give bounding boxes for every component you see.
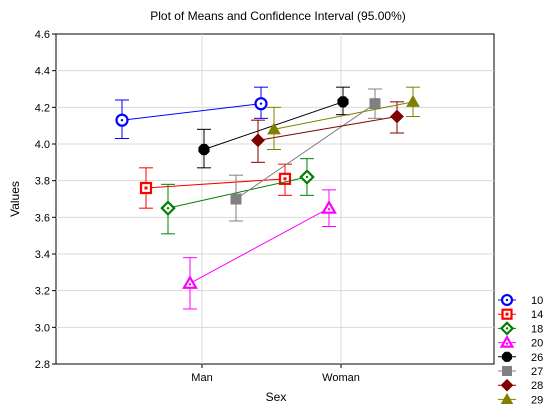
legend-item-18: 18 — [498, 321, 543, 336]
data-point-dot — [327, 207, 331, 211]
legend-label: 20 — [531, 338, 543, 350]
data-point-dot — [188, 283, 192, 286]
y-tick-label: 3.8 — [35, 176, 50, 188]
y-axis-label: Values — [8, 181, 22, 217]
series-27 — [229, 88, 382, 222]
legend-label: 28 — [531, 380, 543, 392]
series-line — [121, 103, 262, 121]
legend-label: 27 — [531, 366, 543, 378]
series-line — [189, 207, 330, 284]
y-tick-label: 3.0 — [35, 322, 50, 334]
plot-area — [55, 33, 495, 365]
data-point — [267, 122, 281, 135]
legend-item-26: 26 — [498, 351, 543, 364]
y-tick-label: 3.2 — [35, 286, 50, 298]
y-tick-label: 3.4 — [35, 249, 50, 261]
legend: 10 14 18 20 26 27 28 29 — [498, 293, 543, 406]
data-point — [198, 143, 210, 156]
legend-label: 10 — [531, 295, 543, 307]
series-20 — [182, 189, 337, 310]
series-layer — [115, 86, 420, 310]
data-point — [230, 193, 242, 205]
legend-marker — [500, 378, 514, 392]
series-line — [257, 116, 398, 141]
x-axis: Man Woman — [191, 364, 360, 384]
data-point — [321, 199, 337, 214]
y-tick-label: 4.6 — [35, 29, 50, 41]
legend-item-14: 14 — [498, 308, 543, 321]
data-point-dot — [283, 177, 287, 181]
y-axis: 2.8 3.0 3.2 3.4 3.6 3.8 4.0 4.2 4.4 4.6 — [35, 29, 56, 371]
data-point — [390, 109, 404, 124]
legend-label: 26 — [531, 352, 543, 364]
x-tick-label: Woman — [322, 372, 360, 384]
chart-title: Plot of Means and Confidence Interval (9… — [150, 9, 405, 23]
legend-marker — [499, 334, 515, 348]
legend-marker-dot — [505, 312, 509, 316]
data-point-dot — [259, 102, 263, 105]
legend-marker-dot — [505, 327, 509, 330]
legend-item-10: 10 — [498, 293, 543, 307]
series-29 — [267, 86, 420, 150]
legend-label: 14 — [531, 309, 543, 321]
y-tick-label: 2.8 — [35, 359, 50, 371]
legend-marker-dot — [505, 298, 509, 302]
x-tick-label: Man — [191, 372, 212, 384]
legend-item-29: 29 — [498, 392, 543, 406]
legend-marker — [500, 392, 514, 404]
legend-item-28: 28 — [498, 378, 543, 392]
data-point-dot — [305, 175, 309, 179]
series-line — [273, 101, 414, 130]
data-point — [406, 94, 420, 107]
legend-marker-dot — [505, 342, 509, 345]
y-tick-label: 4.2 — [35, 102, 50, 114]
data-point — [337, 96, 349, 108]
x-axis-label: Sex — [266, 390, 287, 404]
data-point-dot — [166, 206, 170, 210]
series-line — [235, 103, 376, 200]
legend-marker — [502, 366, 512, 376]
data-point — [182, 275, 198, 289]
series-10 — [115, 86, 268, 139]
series-18 — [160, 158, 315, 235]
data-point-dot — [144, 186, 148, 190]
series-14 — [139, 163, 292, 209]
data-point-dot — [120, 118, 124, 122]
y-tick-label: 4.0 — [35, 139, 50, 151]
series-line — [145, 178, 286, 189]
grid — [56, 34, 494, 364]
data-point — [251, 133, 265, 148]
legend-item-27: 27 — [498, 366, 543, 378]
series-28 — [251, 101, 404, 163]
legend-item-20: 20 — [498, 334, 543, 350]
legend-label: 18 — [531, 323, 543, 335]
y-tick-label: 4.4 — [35, 66, 50, 78]
legend-marker — [501, 351, 513, 362]
data-point — [369, 98, 381, 110]
legend-label: 29 — [531, 394, 543, 406]
series-line — [167, 176, 308, 209]
y-tick-label: 3.6 — [35, 212, 50, 224]
